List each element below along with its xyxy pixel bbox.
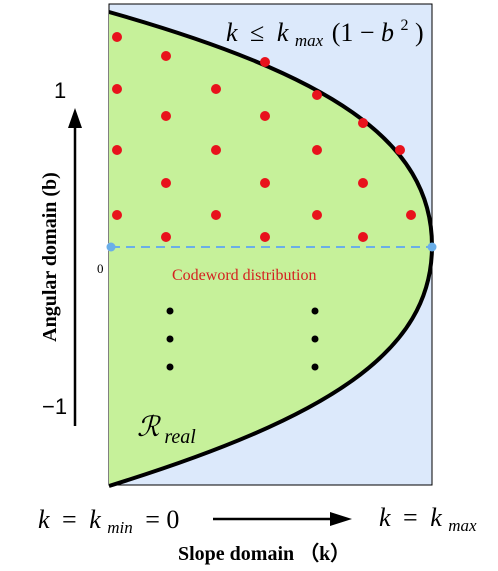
zero-line-left-dot [106, 242, 116, 252]
codeword-point [312, 90, 322, 100]
codeword-point [260, 178, 270, 188]
codeword-point [260, 111, 270, 121]
tick-label-bottom: −1 [42, 394, 67, 419]
slope-axis-arrowhead [330, 512, 352, 526]
codeword-point [312, 210, 322, 220]
codeword-point [161, 178, 171, 188]
codeword-point [211, 210, 221, 220]
codeword-point [211, 145, 221, 155]
ellipsis-dot [166, 335, 174, 343]
codeword-point [406, 210, 416, 220]
codeword-point [358, 232, 368, 242]
codeword-point [211, 84, 221, 94]
codeword-point [312, 145, 322, 155]
codeword-point [358, 118, 368, 128]
tick-label-zero: 0 [97, 261, 104, 276]
codeword-points [112, 32, 416, 242]
region-label: ℛ real [137, 412, 196, 448]
ellipsis-dot [311, 307, 319, 315]
codeword-point [112, 84, 122, 94]
codeword-point [161, 232, 171, 242]
ellipsis-dot [311, 363, 319, 371]
codeword-point [112, 145, 122, 155]
codeword-point [161, 111, 171, 121]
codeword-point [395, 145, 405, 155]
codeword-point [260, 57, 270, 67]
codeword-distribution-label: Codeword distribution [172, 267, 316, 284]
ellipsis-dots [166, 307, 319, 371]
tick-label-top: 1 [54, 78, 66, 103]
ellipsis-dot [311, 335, 319, 343]
codeword-point [260, 232, 270, 242]
codeword-point [161, 51, 171, 61]
angular-axis-label: Angular domain (b) [39, 172, 61, 342]
angular-axis-arrowhead [68, 108, 82, 128]
slope-axis-left-formula: k = k min = 0 [38, 505, 179, 539]
codeword-point [112, 32, 122, 42]
codeword-point [358, 178, 368, 188]
zero-line-right-dot [427, 242, 437, 252]
ellipsis-dot [166, 307, 174, 315]
slope-axis-label: Slope domain （k） [178, 542, 350, 565]
ellipsis-dot [166, 363, 174, 371]
slope-axis-right-formula: k = k max [379, 503, 477, 535]
codeword-point [112, 210, 122, 220]
constraint-formula: k ≤ k max (1 − b 2 ) [226, 7, 424, 52]
feasible-region [109, 12, 432, 486]
